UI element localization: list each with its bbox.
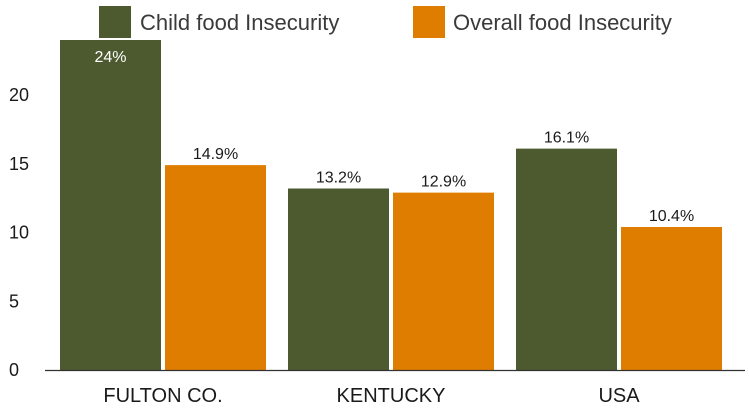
- bars: 24% 14.9% 13.2% 12.9% 16.1% 10.4%: [60, 40, 722, 370]
- data-label: 12.9%: [421, 174, 466, 191]
- category-label: FULTON CO.: [103, 385, 222, 407]
- data-label: 24%: [94, 49, 126, 66]
- legend-swatch: [413, 6, 445, 38]
- x-axis: FULTON CO. KENTUCKY USA: [45, 369, 745, 407]
- bar-overall-1: [393, 192, 494, 370]
- y-axis: 0 5 10 15 20: [9, 85, 29, 380]
- category-label: USA: [598, 385, 640, 407]
- data-label: 14.9%: [193, 146, 238, 163]
- bar-child-0: [60, 40, 161, 370]
- y-tick-label: 20: [9, 85, 29, 105]
- y-tick-label: 5: [9, 291, 19, 311]
- data-label: 16.1%: [544, 130, 589, 147]
- y-tick-label: 0: [9, 360, 19, 380]
- y-tick-label: 15: [9, 154, 29, 174]
- category-label: KENTUCKY: [337, 385, 446, 407]
- legend-swatch: [99, 6, 131, 38]
- bar-overall-2: [621, 227, 722, 370]
- legend-label: Overall food Insecurity: [453, 10, 672, 35]
- bar-child-2: [516, 148, 617, 370]
- data-label: 13.2%: [316, 170, 361, 187]
- bar-child-1: [288, 188, 389, 370]
- y-tick-label: 10: [9, 223, 29, 243]
- legend: Child food Insecurity Overall food Insecu…: [99, 6, 672, 38]
- legend-label: Child food Insecurity: [140, 10, 339, 35]
- bar-overall-0: [165, 165, 266, 370]
- data-label: 10.4%: [649, 208, 694, 225]
